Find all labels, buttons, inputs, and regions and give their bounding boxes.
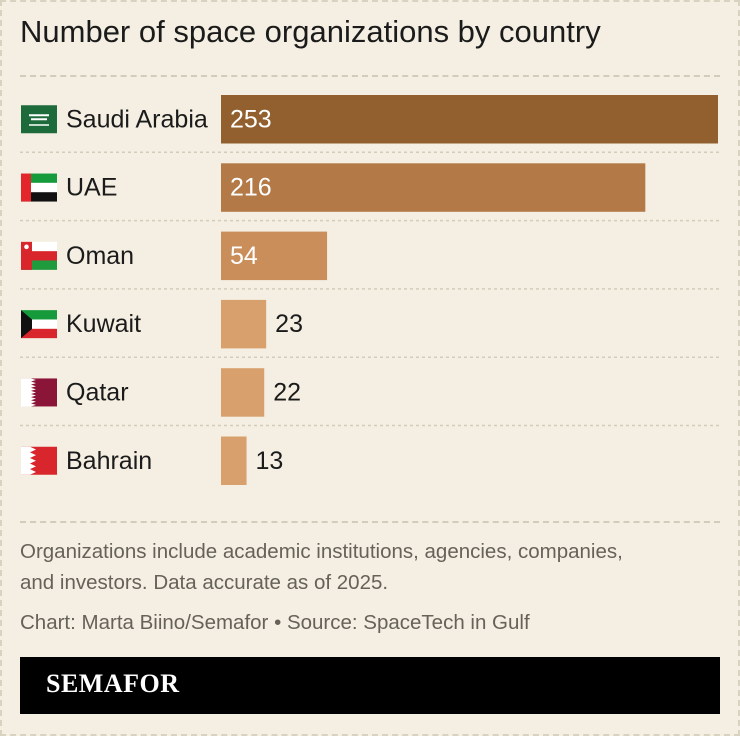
bar: [221, 231, 328, 281]
kuwait-flag-icon: [21, 310, 57, 339]
note-line-1: Organizations include academic instituti…: [20, 540, 623, 563]
value-label: 13: [256, 447, 284, 475]
category-label: Kuwait: [66, 310, 141, 338]
value-label: 54: [230, 242, 258, 270]
qatar-flag-icon: [21, 378, 57, 407]
note-line-2: and investors. Data accurate as of 2025.: [20, 571, 389, 594]
uae-flag-icon: [21, 173, 57, 202]
value-label: 253: [230, 105, 272, 133]
value-label: 23: [275, 310, 303, 338]
bar: [221, 163, 646, 212]
footer-bar: SEMAFOR: [20, 657, 720, 714]
value-label: 216: [230, 174, 272, 202]
bar-chart: Saudi Arabia 253 UAE 216 Oman 54 Kuwait 23 Qatar…: [20, 95, 720, 485]
bar: [221, 368, 265, 417]
saudi-arabia-flag-icon: [21, 105, 57, 134]
semafor-logo: SEMAFOR: [46, 669, 180, 698]
bahrain-flag-icon: [21, 446, 57, 475]
chart-credit: Chart: Marta Biino/Semafor • Source: Spa…: [20, 611, 530, 634]
category-label: Saudi Arabia: [66, 105, 208, 133]
category-label: Bahrain: [66, 447, 152, 475]
value-label: 22: [273, 378, 301, 406]
title-divider: [20, 75, 720, 77]
bar: [221, 95, 718, 144]
category-label: Qatar: [66, 378, 129, 406]
category-label: Oman: [66, 242, 134, 270]
notes-divider: [20, 521, 720, 523]
category-label: UAE: [66, 174, 117, 202]
oman-flag-icon: [21, 241, 57, 270]
bar: [221, 436, 247, 485]
chart-title: Number of space organizations by country: [20, 14, 601, 49]
bar: [221, 299, 267, 349]
